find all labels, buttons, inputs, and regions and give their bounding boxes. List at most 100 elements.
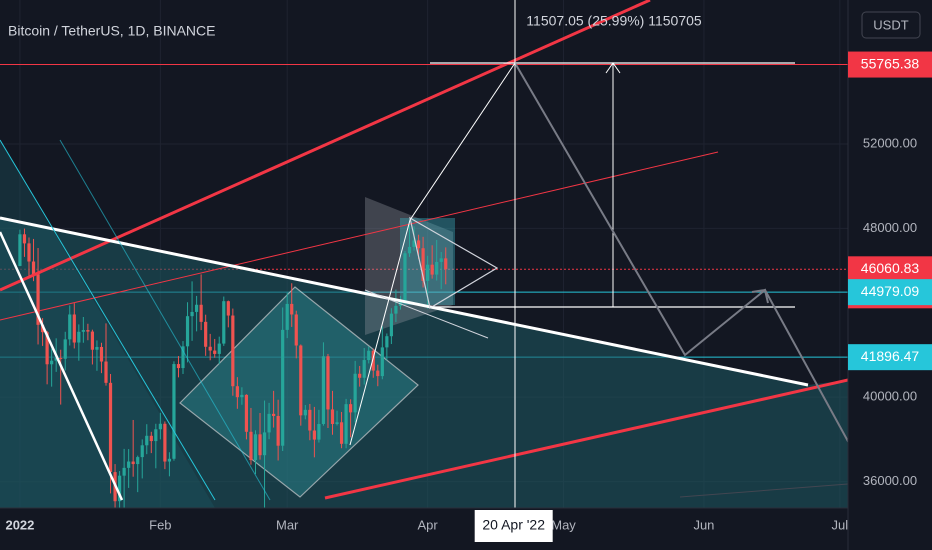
candle-body bbox=[335, 422, 339, 424]
candle-body bbox=[426, 264, 430, 281]
candle-body bbox=[380, 347, 384, 377]
axes: 36000.00 40000.00 48000.00 52000.00 2022 Feb M… bbox=[5, 51, 932, 542]
candle-body bbox=[407, 246, 412, 254]
trendline bbox=[59, 139, 271, 501]
trendline bbox=[0, 139, 216, 501]
candle-body bbox=[362, 360, 366, 378]
price-label-box bbox=[848, 279, 932, 306]
candle-body bbox=[353, 373, 357, 413]
candle-body bbox=[272, 413, 276, 416]
candle-body bbox=[258, 434, 262, 456]
candle-body bbox=[181, 346, 185, 369]
candle-body bbox=[253, 434, 258, 461]
arrow-head bbox=[605, 62, 621, 74]
candle-body bbox=[213, 350, 217, 354]
candle-body bbox=[194, 304, 199, 312]
candle-body bbox=[217, 343, 221, 354]
candle-body bbox=[358, 373, 362, 378]
currency-box[interactable] bbox=[861, 11, 921, 39]
candle-body bbox=[167, 458, 172, 462]
candle-body bbox=[231, 315, 235, 387]
trendline bbox=[364, 289, 489, 339]
candle-body bbox=[72, 314, 76, 343]
channel-fill bbox=[0, 218, 848, 508]
trendline bbox=[0, 231, 124, 501]
candle-body bbox=[59, 357, 63, 359]
candle-body bbox=[127, 461, 131, 468]
candle-body bbox=[27, 243, 31, 262]
price-label: 44979.09 bbox=[861, 283, 920, 299]
candle-body bbox=[326, 356, 330, 410]
candle-body bbox=[176, 364, 181, 369]
candle-body bbox=[131, 461, 135, 465]
candle-body bbox=[54, 357, 58, 361]
candles bbox=[18, 224, 448, 508]
crosshair-label-box bbox=[474, 510, 553, 542]
candle-body bbox=[145, 435, 149, 446]
candle-body bbox=[122, 467, 126, 476]
candle-body bbox=[430, 264, 434, 275]
candle-body bbox=[117, 475, 122, 502]
candle-body bbox=[204, 321, 208, 347]
candle-body bbox=[439, 258, 443, 262]
x-tick-label: May bbox=[551, 517, 576, 532]
price-label-box bbox=[848, 344, 932, 371]
diamond-pattern bbox=[179, 286, 419, 498]
candle-body bbox=[403, 253, 407, 303]
candle-body bbox=[108, 382, 113, 473]
candle-body bbox=[412, 240, 416, 247]
candle-body bbox=[68, 314, 72, 340]
candle-body bbox=[371, 350, 375, 371]
forecast-path bbox=[514, 62, 848, 444]
candle-body bbox=[262, 432, 267, 456]
y-tick-label: 40000.00 bbox=[863, 389, 917, 404]
candle-body bbox=[303, 409, 307, 416]
trendline bbox=[0, 216, 809, 387]
wedge-fill bbox=[0, 140, 215, 508]
currency[interactable]: USDT bbox=[873, 17, 908, 32]
candle-body bbox=[31, 261, 36, 275]
candle-body bbox=[385, 336, 389, 348]
candle-body bbox=[158, 423, 162, 430]
candle-body bbox=[249, 431, 253, 461]
candle-body bbox=[267, 413, 271, 433]
candle-body bbox=[136, 457, 140, 465]
candle-body bbox=[444, 258, 448, 270]
candle-body bbox=[240, 394, 244, 398]
candle-body bbox=[36, 274, 40, 325]
price-label: 46060.83 bbox=[861, 260, 920, 276]
candle-body bbox=[86, 330, 90, 332]
candle-body bbox=[45, 332, 49, 365]
triangle bbox=[409, 216, 499, 309]
y-tick-label: 52000.00 bbox=[863, 135, 917, 150]
candle-body bbox=[294, 314, 298, 346]
candle-body bbox=[308, 409, 312, 431]
x-tick-label: 2022 bbox=[5, 517, 34, 532]
x-tick-label: Mar bbox=[276, 517, 299, 532]
candle-body bbox=[226, 301, 230, 316]
projection bbox=[349, 62, 516, 446]
candle-body bbox=[190, 311, 194, 317]
candle-body bbox=[312, 430, 316, 440]
y-tick-label: 36000.00 bbox=[863, 473, 917, 488]
candle-body bbox=[99, 346, 104, 362]
x-tick-label: Apr bbox=[418, 517, 439, 532]
candle-body bbox=[321, 356, 326, 424]
crosshair-label: 20 Apr '22 bbox=[482, 517, 545, 533]
candle-body bbox=[50, 360, 54, 365]
candle-body bbox=[81, 330, 85, 332]
candle-body bbox=[330, 409, 335, 424]
trendline bbox=[679, 483, 848, 498]
candle-body bbox=[349, 404, 353, 413]
candle-body bbox=[367, 350, 371, 361]
candle-body bbox=[63, 339, 67, 359]
flag-box bbox=[365, 197, 453, 335]
candle-body bbox=[222, 301, 226, 344]
measure-label: 11507.05 (25.99%) 1150705 bbox=[526, 13, 702, 29]
candle-body bbox=[285, 303, 289, 330]
price-label-box bbox=[848, 51, 932, 78]
candle-body bbox=[199, 304, 203, 322]
candle-body bbox=[90, 331, 95, 350]
candle-body bbox=[140, 445, 144, 458]
